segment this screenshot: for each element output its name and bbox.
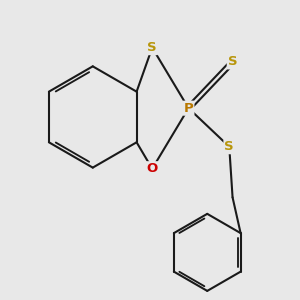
Text: S: S [224, 140, 234, 153]
Text: S: S [228, 56, 237, 68]
Text: O: O [147, 162, 158, 175]
Text: S: S [147, 41, 157, 54]
Text: P: P [184, 102, 194, 115]
